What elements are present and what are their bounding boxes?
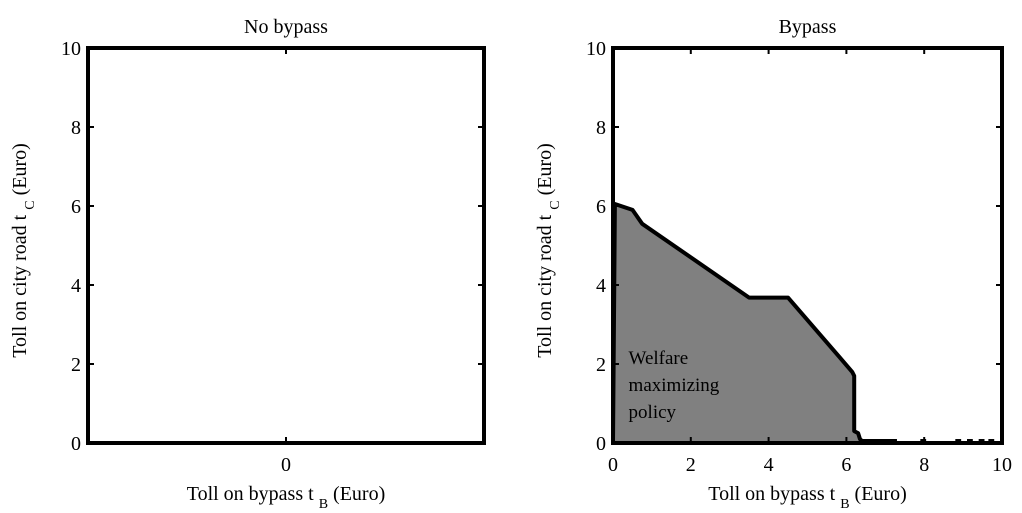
x-tick-label: 10 — [992, 454, 1012, 476]
panel-1: 0 0 2 4 6 8 10 No bypass Toll on bypass t B (Eur… — [9, 16, 486, 512]
y-tick-label: 8 — [596, 117, 606, 139]
annotation-line: maximizing — [629, 375, 720, 396]
y-tick-label: 10 — [586, 38, 606, 60]
x-tick-label: 4 — [764, 454, 774, 476]
region-polygon-1 — [611, 202, 864, 445]
axes-frame — [611, 46, 1004, 445]
y-tick-label: 4 — [596, 275, 606, 297]
panel-2: 0 2 4 6 8 10 0 2 4 6 8 10 Bypass Toll on bypass t B (… — [534, 16, 1012, 512]
x-tick-label: 8 — [919, 454, 929, 476]
annotation-line: policy — [629, 402, 677, 423]
x-axis-label: Toll on bypass t B (Euro) — [187, 483, 385, 512]
x-tick-label: 6 — [841, 454, 851, 476]
x-tick-label: 0 — [281, 454, 291, 476]
x-tick-label: 2 — [686, 454, 696, 476]
y-tick-label: 6 — [596, 196, 606, 218]
y-tick-label: 6 — [71, 196, 81, 218]
annotation-1: Welfare maximizing policy — [629, 348, 720, 423]
y-tick-label: 4 — [71, 275, 81, 297]
chart-title: No bypass — [244, 16, 328, 38]
axes-frame — [86, 46, 486, 445]
y-tick-label: 2 — [596, 354, 606, 376]
y-tick-label: 8 — [71, 117, 81, 139]
y-axis-label: Toll on city road t C (Euro) — [534, 143, 563, 358]
chart-title: Bypass — [779, 16, 837, 38]
x-tick-label: 0 — [608, 454, 618, 476]
x-axis-label: Toll on bypass t B (Euro) — [708, 483, 906, 512]
annotation-line: Welfare — [629, 348, 689, 369]
y-tick-label: 0 — [71, 433, 81, 455]
y-tick-label: 10 — [61, 38, 81, 60]
y-tick-label: 0 — [596, 433, 606, 455]
y-axis-label: Toll on city road t C (Euro) — [9, 143, 38, 358]
y-tick-label: 2 — [71, 354, 81, 376]
